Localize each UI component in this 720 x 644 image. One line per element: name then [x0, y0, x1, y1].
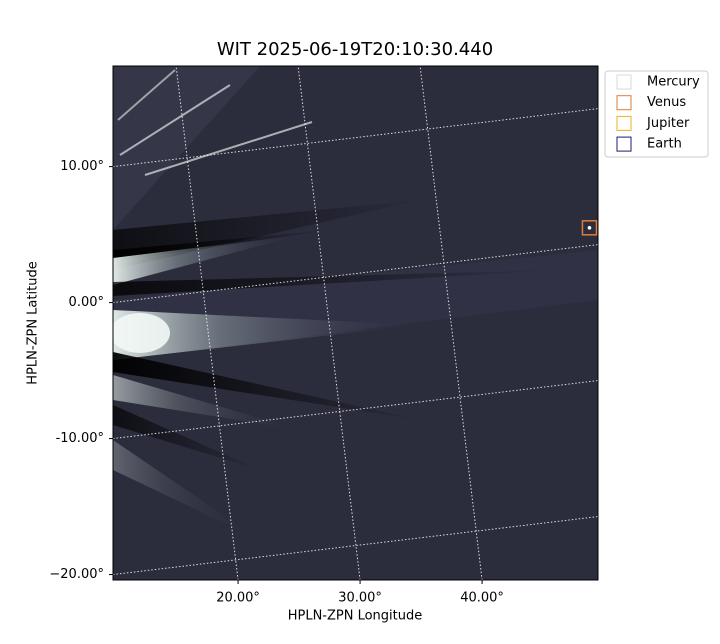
axes-frame — [112, 65, 599, 581]
grid-line — [297, 65, 361, 581]
legend-swatch — [616, 74, 632, 90]
x-tick-label: 40.00° — [460, 591, 504, 606]
grid-line — [112, 380, 599, 440]
y-tick-label: -10.00° — [56, 431, 104, 446]
x-tick-label: 20.00° — [216, 591, 260, 606]
grid-line — [175, 65, 239, 581]
legend-swatch — [616, 95, 632, 111]
grid-line — [112, 244, 599, 304]
legend — [604, 70, 709, 158]
x-tick-label: 30.00° — [338, 591, 382, 606]
y-tick-label: 10.00° — [60, 159, 104, 174]
body-dot — [587, 226, 592, 230]
legend-swatch — [616, 136, 632, 152]
grid — [112, 65, 599, 581]
legend-label: Venus — [647, 95, 686, 110]
y-tick-label: −20.00° — [49, 567, 104, 582]
grid-line — [112, 516, 599, 576]
legend-label: Earth — [647, 137, 682, 152]
legend-swatch — [616, 115, 632, 131]
chart-title: WIT 2025-06-19T20:10:30.440 — [217, 39, 493, 60]
grid-line — [419, 65, 483, 581]
y-axis-label: HPLN-ZPN Latitude — [26, 261, 41, 384]
body-marker — [581, 220, 598, 236]
grid-line — [112, 108, 599, 168]
image — [113, 66, 598, 580]
x-axis-label: HPLN-ZPN Longitude — [288, 609, 423, 624]
legend-label: Mercury — [647, 75, 700, 90]
y-tick-label: 0.00° — [69, 295, 104, 310]
legend-label: Jupiter — [646, 116, 690, 131]
